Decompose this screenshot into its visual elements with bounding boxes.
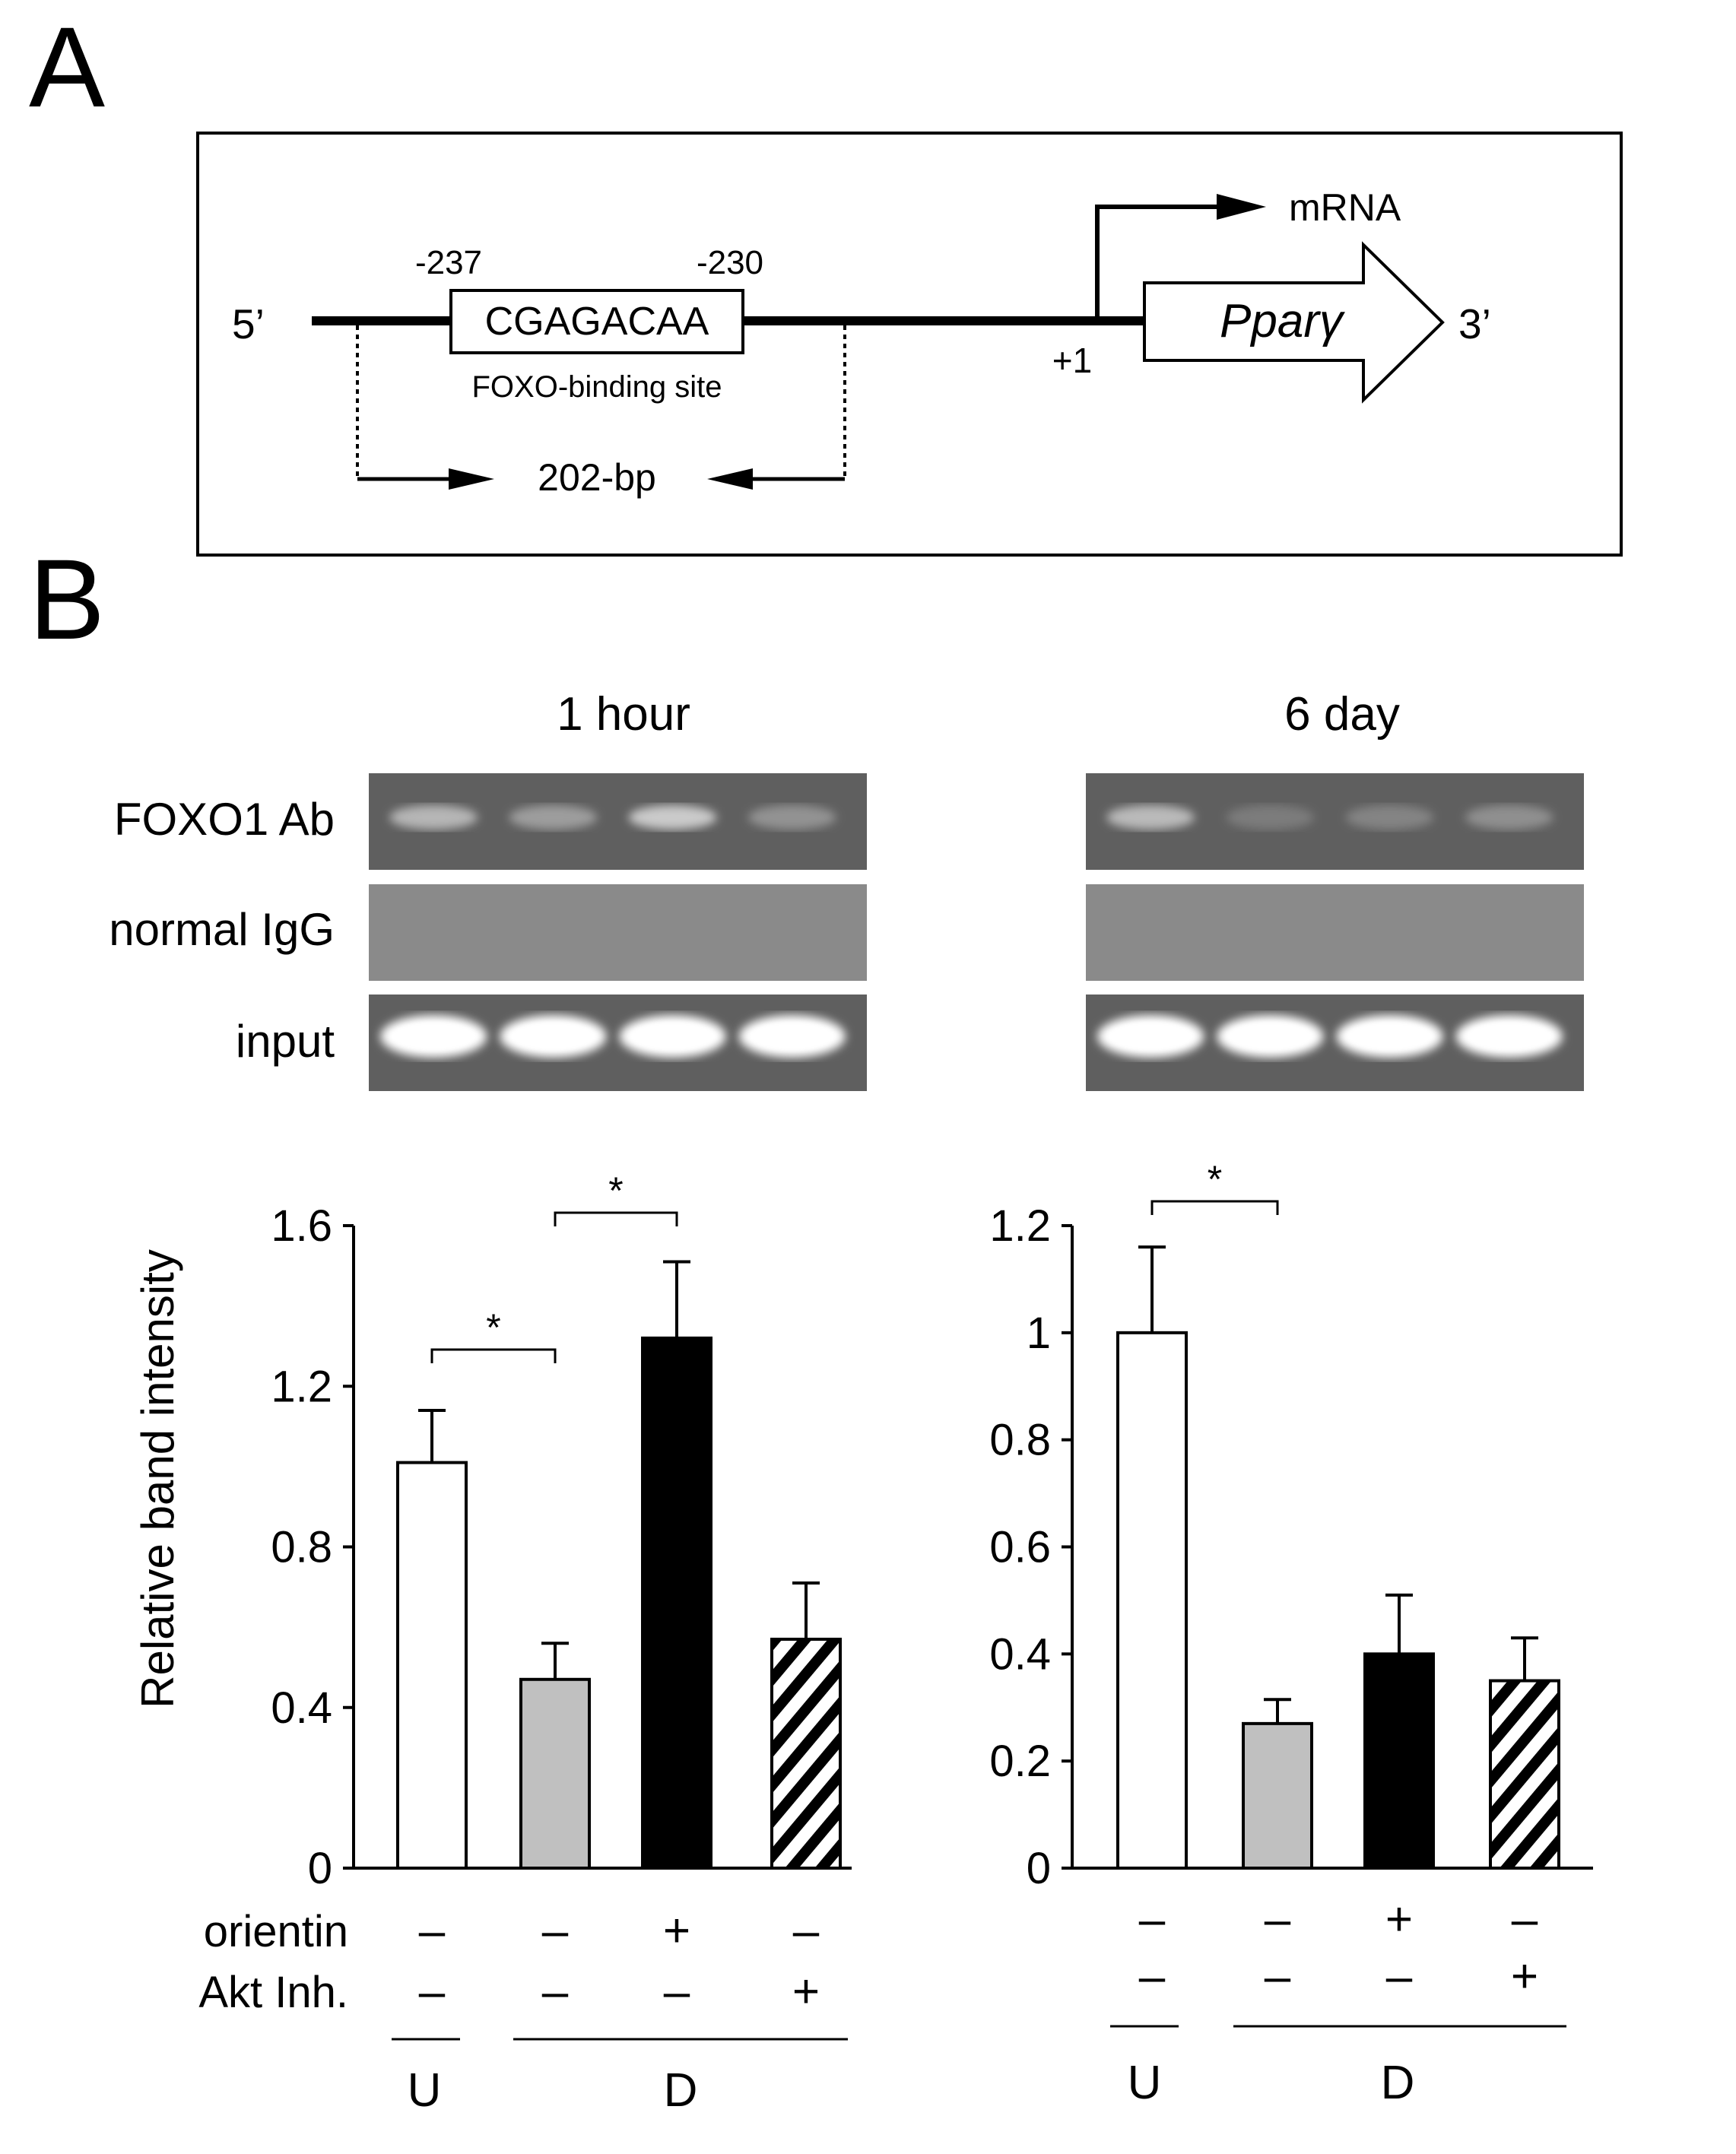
position-minus-237: -237 (415, 244, 482, 281)
significance-bracket (554, 1211, 678, 1226)
group-label-u-6-day: U (1128, 2057, 1162, 2109)
five-prime-label: 5’ (232, 300, 265, 347)
gel-1-row-1 (1086, 884, 1584, 981)
amplicon-size-label: 202-bp (538, 456, 656, 499)
input-band-core-1-2 (1347, 1023, 1432, 1050)
significance-star: * (608, 1169, 623, 1212)
y-tick-label: 0.8 (989, 1416, 1051, 1465)
significance-star: * (1208, 1158, 1222, 1201)
binding-sequence: CGAGACAA (485, 300, 709, 344)
gel-title-1-hour: 1 hour (557, 688, 690, 741)
gel-row-label-foxo1: FOXO1 Ab (114, 794, 335, 845)
gene-name: Pparγ (1220, 295, 1345, 347)
bar-2 (641, 1336, 712, 1870)
foxo1-band-0-2 (628, 805, 717, 830)
input-band-core-0-0 (392, 1023, 476, 1050)
orientin-sign-0-3: – (793, 1905, 820, 1957)
y-tick-label: 0.6 (989, 1523, 1051, 1572)
significance-bracket (430, 1348, 557, 1363)
input-band-core-1-3 (1467, 1023, 1551, 1050)
y-axis-label: Relative band intensity (132, 1249, 183, 1708)
foxo1-band-1-2 (1345, 805, 1434, 830)
bar-0 (1116, 1331, 1188, 1870)
foxo1-band-0-1 (509, 805, 598, 830)
orientin-sign-0-0: – (419, 1905, 446, 1957)
bar-0 (396, 1461, 468, 1870)
forward-primer-arrowhead (449, 468, 494, 490)
group-label-u-1-hour: U (408, 2064, 442, 2117)
gene-arrow (1143, 241, 1445, 404)
y-tick-label: 0.2 (989, 1737, 1051, 1786)
gel-title-6-day: 6 day (1284, 688, 1400, 741)
foxo1-band-1-1 (1226, 805, 1315, 830)
foxo-binding-site-label: FOXO-binding site (471, 370, 722, 404)
akt-sign-0-0: – (419, 1965, 446, 2018)
reverse-primer-arrowhead (707, 468, 753, 490)
y-tick-label: 0 (1027, 1844, 1051, 1893)
treatment-label-orientin: orientin (204, 1907, 348, 1956)
panel-b-label: B (29, 535, 105, 663)
panel-a-frame (196, 132, 1623, 557)
gel-row-label-igg: normal IgG (109, 904, 335, 955)
orientin-sign-0-2: + (663, 1905, 690, 1957)
y-tick-label: 1.6 (271, 1201, 332, 1251)
bar-chart-1-hour: 0 0.4 0.8 1.2 1.6 * * (271, 1169, 852, 1893)
orientin-sign-1-2: + (1385, 1893, 1413, 1946)
akt-sign-1-2: – (1386, 1950, 1413, 2003)
foxo1-band-0-0 (389, 805, 478, 830)
gel-row-label-input: input (236, 1016, 335, 1067)
foxo-binding-box (449, 289, 744, 354)
y-tick-label: 1.2 (271, 1362, 332, 1411)
orientin-sign-1-3: – (1512, 1893, 1538, 1946)
tss-arrowhead (1217, 194, 1266, 220)
y-tick-label: 0 (308, 1844, 332, 1893)
bar-1 (519, 1677, 591, 1870)
bar-chart-6-day: 0 0.2 0.4 0.6 0.8 1 1.2 * (989, 1158, 1593, 1893)
foxo1-band-0-3 (747, 805, 836, 830)
y-tick-label: 0.4 (989, 1629, 1051, 1679)
tss-arrow (1095, 205, 1224, 321)
akt-sign-0-2: – (664, 1965, 690, 2018)
orientin-sign-0-1: – (542, 1905, 569, 1957)
tss-position-label: +1 (1052, 341, 1092, 380)
treatment-signs: ––––+––+––––+––+ (419, 1893, 1538, 2018)
gel-0-row-1 (369, 884, 867, 981)
akt-sign-1-0: – (1139, 1950, 1166, 2003)
y-tick-label: 1 (1027, 1309, 1051, 1358)
input-band-core-0-1 (511, 1023, 595, 1050)
akt-sign-0-3: + (792, 1965, 820, 2018)
akt-sign-0-1: – (542, 1965, 569, 2018)
group-label-d-1-hour: D (664, 2064, 698, 2117)
three-prime-label: 3’ (1458, 300, 1491, 347)
panel-a-label: A (29, 3, 105, 131)
y-tick-label: 0.8 (271, 1523, 332, 1572)
input-band-core-1-1 (1228, 1023, 1312, 1050)
orientin-sign-1-0: – (1139, 1893, 1166, 1946)
treatment-label-akt-inhibitor: Akt Inh. (198, 1968, 348, 2017)
foxo1-band-1-3 (1465, 805, 1554, 830)
foxo1-band-1-0 (1106, 805, 1195, 830)
gel-images (369, 773, 1584, 1091)
significance-star: * (486, 1306, 500, 1349)
group-label-d-6-day: D (1381, 2057, 1415, 2109)
y-tick-label: 1.2 (989, 1201, 1051, 1251)
significance-bracket (1150, 1200, 1279, 1215)
bar-3 (770, 1637, 842, 1870)
bar-1 (1242, 1721, 1313, 1870)
akt-sign-1-1: – (1265, 1950, 1291, 2003)
input-band-core-0-3 (750, 1023, 834, 1050)
input-band-core-0-2 (630, 1023, 715, 1050)
position-minus-230: -230 (697, 244, 763, 281)
mrna-label: mRNA (1289, 186, 1401, 229)
y-tick-label: 0.4 (271, 1683, 332, 1733)
bar-2 (1363, 1652, 1435, 1870)
orientin-sign-1-1: – (1265, 1893, 1291, 1946)
input-band-core-1-0 (1109, 1023, 1193, 1050)
bar-3 (1489, 1679, 1560, 1870)
akt-sign-1-3: + (1511, 1950, 1538, 2003)
